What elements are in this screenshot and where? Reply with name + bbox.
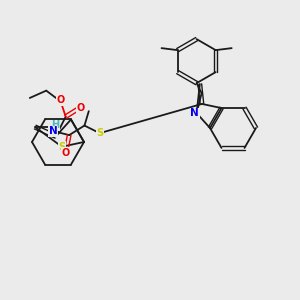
Text: N: N xyxy=(49,126,58,136)
Text: S: S xyxy=(58,142,65,152)
Text: O: O xyxy=(56,95,65,105)
Text: O: O xyxy=(62,148,70,158)
Text: N: N xyxy=(190,108,199,118)
Text: O: O xyxy=(76,103,84,113)
Text: S: S xyxy=(96,128,103,138)
Text: H: H xyxy=(51,120,59,130)
